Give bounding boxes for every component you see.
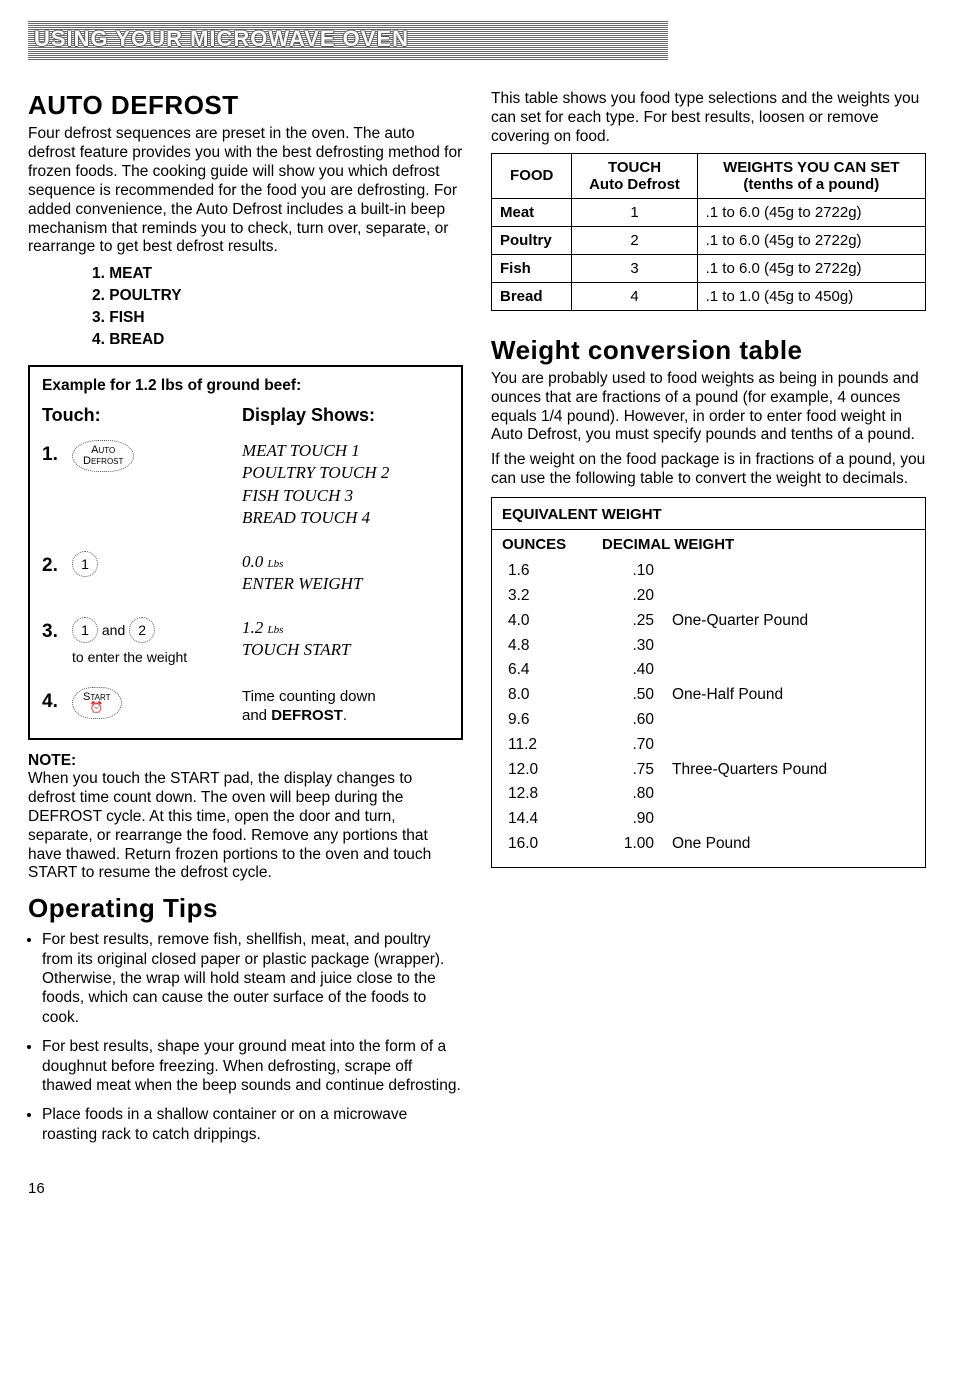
example-box: Example for 1.2 lbs of ground beef: Touc… bbox=[28, 365, 463, 740]
tip-item: Place foods in a shallow container or on… bbox=[42, 1105, 463, 1144]
eq-header-decimal: DECIMAL WEIGHT bbox=[602, 536, 915, 553]
eq-row: 12.8.80 bbox=[502, 782, 915, 807]
eq-row: 3.2.20 bbox=[502, 584, 915, 609]
tip-item: For best results, remove fish, shellfish… bbox=[42, 930, 463, 1027]
intro-text: Four defrost sequences are preset in the… bbox=[28, 125, 463, 257]
col-display-header: Display Shows: bbox=[242, 405, 375, 426]
note-label: NOTE: bbox=[28, 752, 463, 770]
step-number: 4. bbox=[42, 687, 72, 713]
eq-title: EQUIVALENT WEIGHT bbox=[492, 498, 925, 530]
food-table: FOODTOUCHAuto DefrostWEIGHTS YOU CAN SET… bbox=[491, 153, 926, 311]
food-table-row: Bread4.1 to 1.0 (45g to 450g) bbox=[492, 282, 926, 310]
step-touch: Start⏰ bbox=[72, 687, 242, 719]
col-touch-header: Touch: bbox=[42, 405, 242, 426]
food-table-header: TOUCHAuto Defrost bbox=[572, 153, 697, 198]
food-item: 2. POULTRY bbox=[92, 287, 463, 305]
eq-row: 16.01.00One Pound bbox=[502, 832, 915, 857]
step-display: Time counting downand DEFROST. bbox=[242, 687, 449, 726]
step-touch: 1 and 2to enter the weight bbox=[72, 617, 242, 665]
tips-list: For best results, remove fish, shellfish… bbox=[28, 930, 463, 1144]
step-number: 1. bbox=[42, 440, 72, 466]
tips-title: Operating Tips bbox=[28, 893, 463, 924]
eq-row: 11.2.70 bbox=[502, 733, 915, 758]
eq-row: 8.0.50One-Half Pound bbox=[502, 683, 915, 708]
page-number: 16 bbox=[28, 1180, 926, 1197]
food-list: 1. MEAT 2. POULTRY 3. FISH 4. BREAD bbox=[92, 265, 463, 349]
food-table-header: FOOD bbox=[492, 153, 572, 198]
banner-text: USING YOUR MICROWAVE OVEN bbox=[34, 26, 409, 52]
auto-defrost-title: AUTO DEFROST bbox=[28, 90, 463, 121]
food-table-row: Meat1.1 to 6.0 (45g to 2722g) bbox=[492, 198, 926, 226]
tip-item: For best results, shape your ground meat… bbox=[42, 1037, 463, 1095]
step-number: 2. bbox=[42, 551, 72, 577]
step-display: 0.0 LbsENTER WEIGHT bbox=[242, 551, 449, 595]
food-item: 3. FISH bbox=[92, 309, 463, 327]
food-table-row: Fish3.1 to 6.0 (45g to 2722g) bbox=[492, 254, 926, 282]
step-number: 3. bbox=[42, 617, 72, 643]
eq-row: 9.6.60 bbox=[502, 708, 915, 733]
note-text: When you touch the START pad, the displa… bbox=[28, 770, 463, 883]
eq-header-ounces: OUNCES bbox=[502, 536, 602, 553]
table-intro: This table shows you food type selection… bbox=[491, 90, 926, 147]
step-display: MEAT TOUCH 1POULTRY TOUCH 2FISH TOUCH 3B… bbox=[242, 440, 449, 528]
food-table-header: WEIGHTS YOU CAN SET(tenths of a pound) bbox=[697, 153, 925, 198]
example-title: Example for 1.2 lbs of ground beef: bbox=[42, 377, 449, 395]
equivalent-weight-table: EQUIVALENT WEIGHT OUNCES DECIMAL WEIGHT … bbox=[491, 497, 926, 868]
eq-row: 6.4.40 bbox=[502, 658, 915, 683]
eq-row: 4.8.30 bbox=[502, 634, 915, 659]
step-touch: 1 bbox=[72, 551, 242, 577]
food-item: 1. MEAT bbox=[92, 265, 463, 283]
eq-row: 12.0.75Three-Quarters Pound bbox=[502, 758, 915, 783]
eq-row: 14.4.90 bbox=[502, 807, 915, 832]
eq-row: 1.6.10 bbox=[502, 559, 915, 584]
section-banner: USING YOUR MICROWAVE OVEN bbox=[28, 20, 668, 60]
conversion-text-2: If the weight on the food package is in … bbox=[491, 451, 926, 489]
eq-row: 4.0.25One-Quarter Pound bbox=[502, 609, 915, 634]
step-display: 1.2 LbsTOUCH START bbox=[242, 617, 449, 661]
step-touch: AutoDefrost bbox=[72, 440, 242, 472]
conversion-text-1: You are probably used to food weights as… bbox=[491, 370, 926, 446]
food-table-row: Poultry2.1 to 6.0 (45g to 2722g) bbox=[492, 226, 926, 254]
conversion-title: Weight conversion table bbox=[491, 335, 926, 366]
food-item: 4. BREAD bbox=[92, 331, 463, 349]
